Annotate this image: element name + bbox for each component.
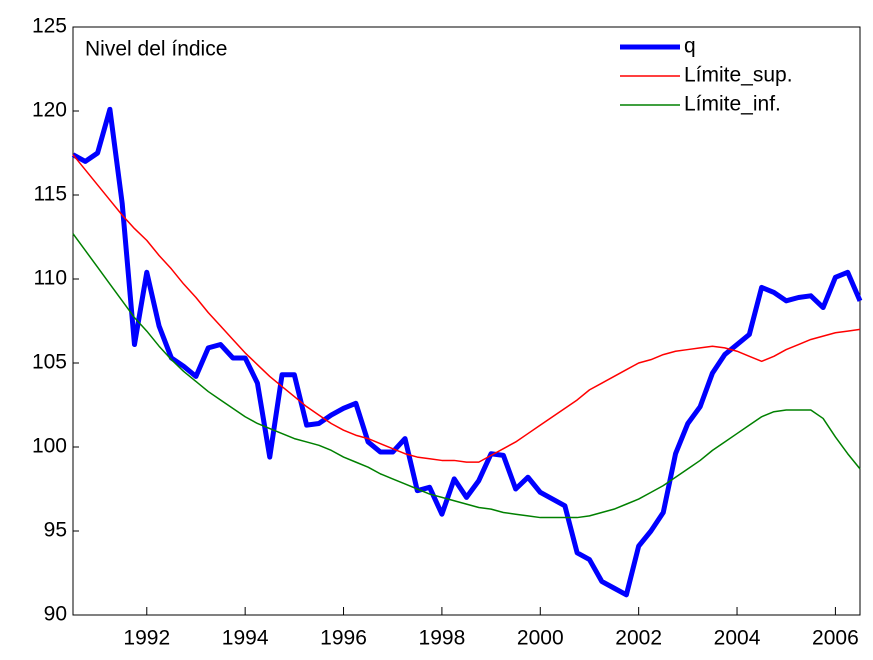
y-tick-label: 110 [34,267,67,290]
y-tick-label: 95 [44,519,67,542]
x-tick-label: 1996 [320,627,367,650]
x-tick-label: 1992 [123,627,170,650]
x-tick-label: 1998 [419,627,466,650]
series-line [72,154,861,463]
y-tick-label: 105 [32,351,67,374]
series-line [71,106,863,598]
y-tick-label: 120 [32,99,67,122]
x-tick-label: 1994 [222,627,269,650]
legend-label: Límite_inf. [684,93,781,116]
x-tick-label: 2004 [714,627,761,650]
legend-label: Límite_sup. [684,64,793,87]
y-tick-label: 125 [32,15,67,38]
series-line [72,233,861,519]
y-tick-label: 115 [34,183,67,206]
chart-title: Nivel del índice [85,38,227,61]
x-tick-label: 2002 [615,627,662,650]
legend-label: q [684,35,696,58]
y-tick-label: 90 [44,603,67,626]
y-tick-label: 100 [32,435,67,458]
x-tick-label: 2006 [812,627,859,650]
x-tick-label: 2000 [517,627,564,650]
plot-frame [72,26,861,616]
